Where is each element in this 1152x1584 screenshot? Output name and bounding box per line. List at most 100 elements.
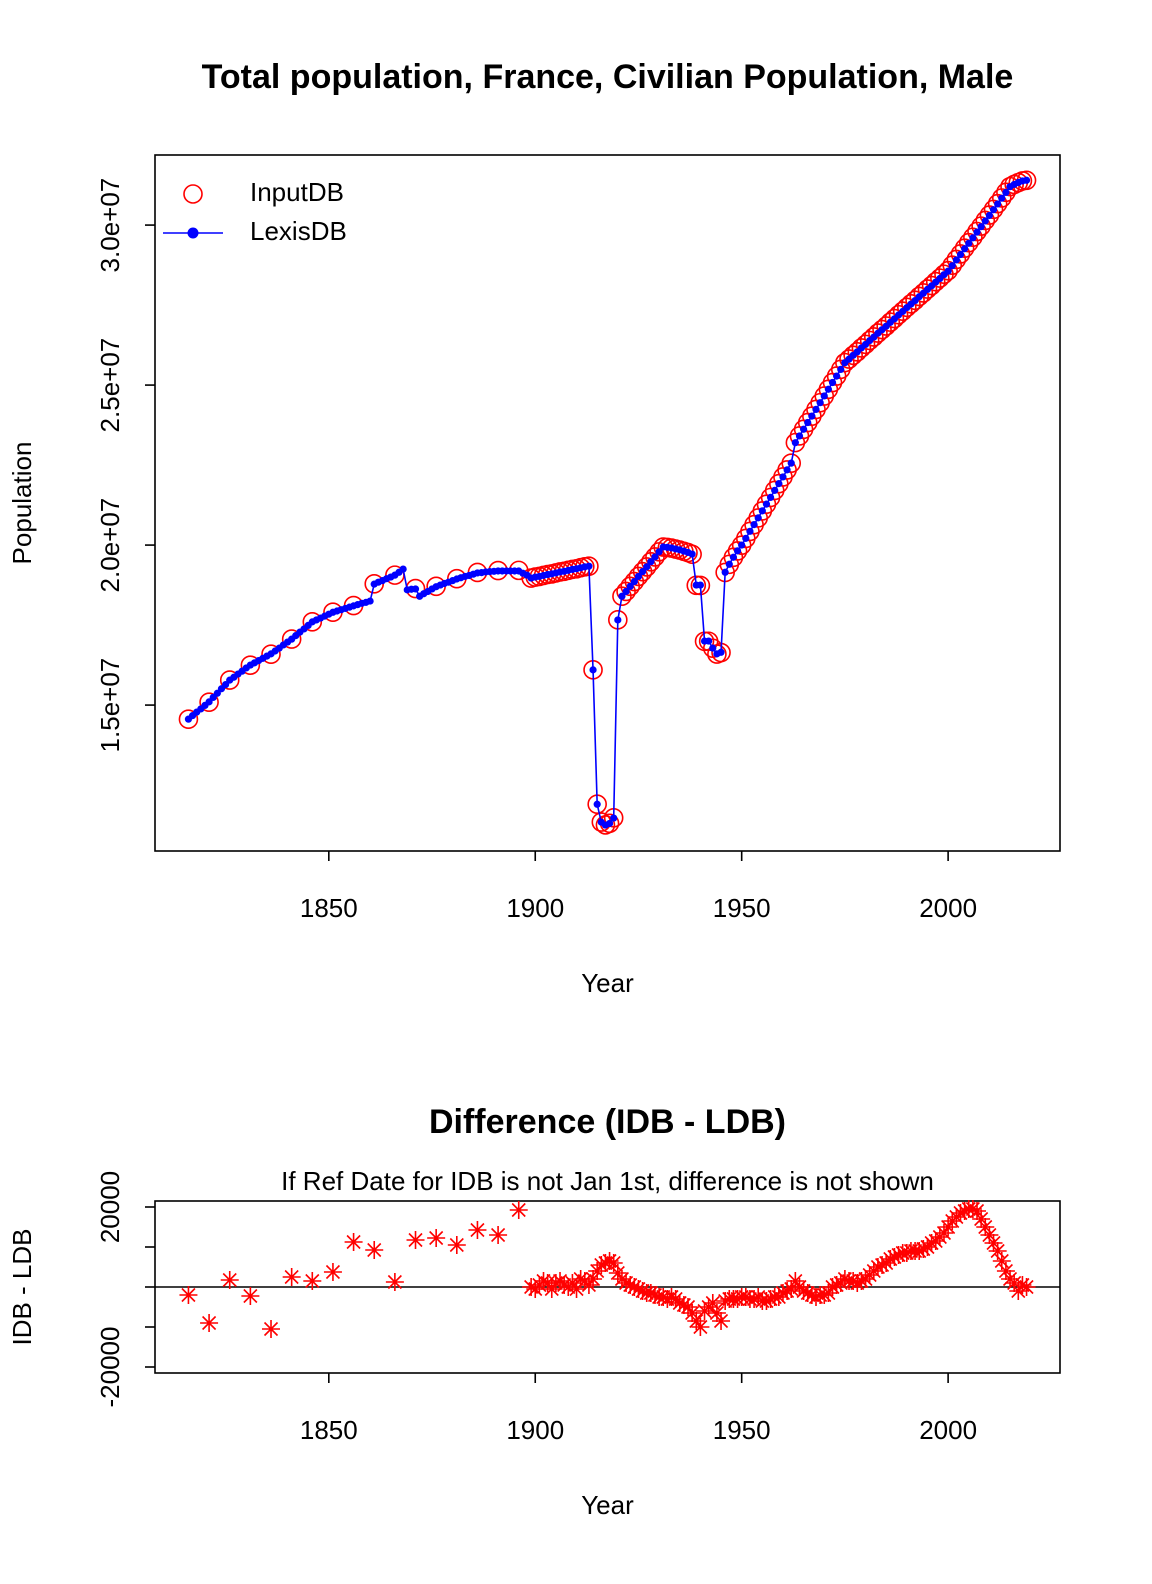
point — [555, 1276, 574, 1294]
point — [674, 1296, 693, 1314]
point — [261, 644, 281, 665]
point — [662, 1288, 681, 1306]
point — [589, 666, 597, 674]
point — [782, 1280, 801, 1298]
point — [579, 1276, 598, 1294]
point — [973, 228, 981, 236]
point — [969, 234, 977, 242]
point — [794, 1282, 813, 1300]
point — [944, 267, 952, 275]
point — [240, 655, 261, 675]
point — [630, 577, 638, 586]
point — [816, 399, 824, 407]
y-axis-label: IDB - LDB — [7, 1228, 37, 1345]
x-axis-label: Year — [581, 1490, 634, 1520]
point — [585, 562, 593, 570]
point — [610, 814, 618, 822]
point — [771, 486, 779, 494]
point — [873, 1256, 892, 1274]
point — [683, 1304, 702, 1322]
point — [427, 1229, 446, 1247]
x-tick-label: 2000 — [919, 893, 977, 923]
point — [733, 547, 742, 555]
point — [781, 453, 802, 473]
point — [989, 206, 998, 214]
point — [783, 466, 791, 474]
point — [651, 553, 659, 561]
point — [621, 1276, 640, 1294]
y-tick-label: 1.5e+07 — [95, 658, 125, 753]
point — [961, 245, 969, 253]
point — [385, 1273, 404, 1291]
x-tick-label: 1900 — [506, 1415, 564, 1445]
point — [522, 1278, 541, 1296]
legend-label: InputDB — [250, 177, 344, 207]
point — [815, 1286, 834, 1304]
point — [696, 581, 704, 589]
chart-title: Difference (IDB - LDB) — [429, 1103, 786, 1141]
point — [852, 1272, 871, 1290]
point — [1002, 188, 1010, 197]
point — [605, 819, 614, 828]
point — [972, 1210, 991, 1228]
point — [219, 670, 240, 690]
point — [766, 493, 775, 501]
point — [1005, 1274, 1024, 1292]
point — [281, 629, 302, 649]
point — [617, 1274, 636, 1292]
point — [758, 507, 766, 515]
point — [808, 412, 816, 420]
point — [468, 1221, 487, 1239]
point — [625, 1278, 644, 1296]
point — [717, 648, 725, 656]
point — [489, 1226, 508, 1244]
point — [823, 1278, 842, 1296]
point — [571, 1270, 590, 1288]
point — [897, 1244, 916, 1262]
point — [819, 1284, 838, 1302]
point — [721, 568, 729, 576]
point — [951, 1204, 970, 1222]
y-tick-label: -20000 — [95, 1327, 125, 1408]
point — [835, 1270, 854, 1288]
point — [775, 480, 783, 488]
point — [998, 194, 1006, 202]
x-tick-label: 1850 — [300, 893, 358, 923]
point — [687, 1312, 706, 1330]
point — [754, 514, 762, 522]
point — [984, 1234, 1003, 1252]
point — [709, 644, 717, 652]
point — [977, 223, 985, 231]
point — [914, 1240, 933, 1258]
point — [948, 262, 956, 270]
point — [546, 1274, 565, 1292]
point — [848, 1274, 867, 1292]
point — [655, 548, 663, 556]
point — [705, 637, 713, 645]
legend-marker — [187, 227, 199, 239]
point — [406, 1231, 425, 1249]
point — [241, 1287, 260, 1305]
point — [786, 1272, 805, 1290]
point — [262, 1320, 281, 1338]
point — [645, 1286, 664, 1304]
point — [833, 372, 841, 380]
point — [563, 1274, 582, 1292]
point — [592, 1256, 611, 1274]
point — [323, 1263, 342, 1281]
point — [567, 1280, 586, 1298]
point — [638, 568, 647, 576]
point — [996, 1262, 1015, 1280]
point — [963, 1200, 982, 1218]
point — [889, 1246, 908, 1264]
point — [952, 256, 960, 264]
point — [736, 1288, 755, 1306]
chart-title: Total population, France, Civilian Popul… — [202, 58, 1014, 96]
point — [750, 521, 758, 529]
y-tick-label: 3.0e+07 — [95, 178, 125, 273]
point — [994, 200, 1002, 208]
point — [955, 1202, 974, 1220]
point — [716, 1292, 735, 1310]
